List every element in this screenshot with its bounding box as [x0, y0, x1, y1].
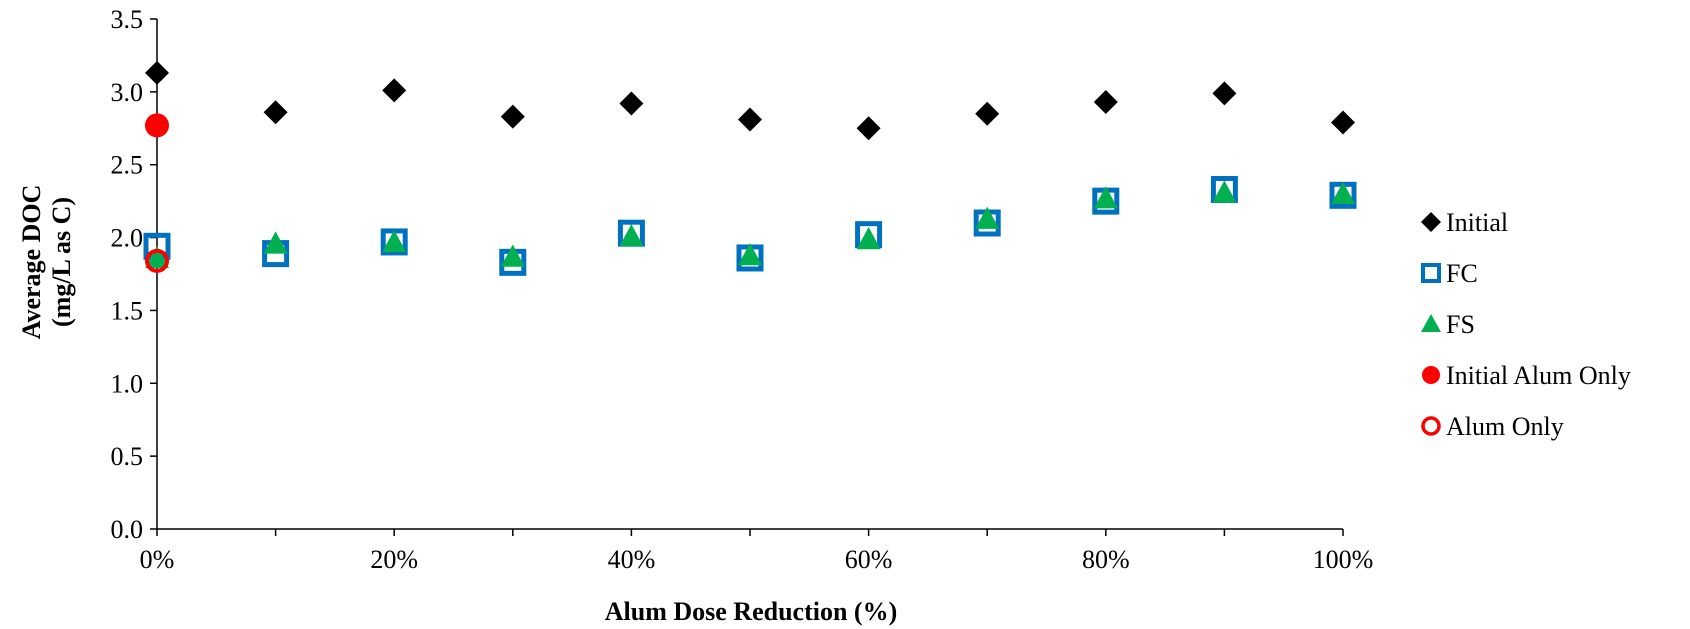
axes	[150, 18, 1344, 536]
data-point	[145, 248, 169, 273]
legend-item: FC	[1421, 259, 1478, 288]
data-point	[856, 116, 881, 141]
x-tick-label: 80%	[1082, 545, 1130, 574]
data-point	[145, 245, 169, 269]
data-point	[500, 104, 525, 129]
x-tick-label: 20%	[370, 545, 418, 574]
legend-marker	[1422, 366, 1440, 384]
legend-label: Alum Only	[1446, 412, 1564, 441]
y-tick-label: 3.5	[111, 5, 144, 34]
data-point	[738, 243, 762, 266]
x-tick-label: 40%	[608, 545, 656, 574]
data-point	[1331, 110, 1355, 135]
y-tick-label: 2.0	[111, 224, 144, 253]
data-point	[619, 91, 644, 116]
series-fs	[145, 180, 1355, 269]
legend-label: FC	[1446, 259, 1478, 288]
data-point	[145, 113, 169, 138]
y-tick-label: 1.0	[111, 369, 144, 398]
data-point	[500, 244, 525, 267]
series-alum-only	[145, 248, 169, 273]
series-initial	[145, 60, 1355, 141]
data-point	[1093, 90, 1118, 115]
y-tick-label: 0.5	[111, 442, 144, 471]
legend-marker	[1421, 263, 1441, 283]
legend-label: FS	[1446, 310, 1475, 339]
legend-item: Alum Only	[1421, 412, 1564, 441]
x-axis-title: Alum Dose Reduction (%)	[605, 597, 898, 626]
y-axis-title-line1: Average DOC	[17, 185, 46, 340]
y-tick-label: 3.0	[111, 78, 144, 107]
data-marks	[143, 60, 1357, 276]
y-tick-label: 0.0	[111, 515, 144, 544]
data-point	[145, 60, 169, 85]
data-point	[1093, 186, 1118, 209]
data-point	[738, 107, 762, 132]
series-initial-alum-only	[145, 113, 169, 138]
legend-label: Initial	[1446, 208, 1508, 237]
x-tick-label: 0%	[140, 545, 175, 574]
y-axis-title-line2: (mg/L as C)	[47, 197, 76, 327]
y-tick-label: 2.5	[111, 151, 144, 180]
data-point	[382, 229, 407, 253]
tick-labels: 0.0 0.5 1.0 1.5 2.0 2.5 3.0 3.5 0% 20% 40% 60% 80% 10…	[111, 5, 1374, 574]
legend-marker	[1421, 314, 1441, 332]
data-point	[619, 224, 644, 247]
legend-item: Initial	[1421, 208, 1508, 237]
legend-label: Initial Alum Only	[1446, 361, 1631, 390]
data-point	[856, 227, 881, 250]
legend-marker	[1421, 212, 1441, 232]
data-point	[263, 231, 288, 254]
legend-item: FS	[1421, 310, 1475, 339]
x-tick-label: 100%	[1313, 545, 1374, 574]
data-point	[1331, 181, 1355, 205]
x-tick-label: 60%	[845, 545, 893, 574]
data-point	[975, 101, 1000, 126]
data-point	[1212, 180, 1237, 203]
data-point	[382, 78, 407, 103]
y-tick-label: 1.5	[111, 296, 144, 325]
data-point	[263, 100, 288, 125]
data-point	[975, 206, 1000, 229]
legend: Initial FC FS Initial Alum Only Alum Only	[1421, 208, 1631, 441]
data-point	[1212, 81, 1237, 106]
legend-item: Initial Alum Only	[1422, 361, 1631, 390]
legend-marker	[1421, 416, 1441, 436]
